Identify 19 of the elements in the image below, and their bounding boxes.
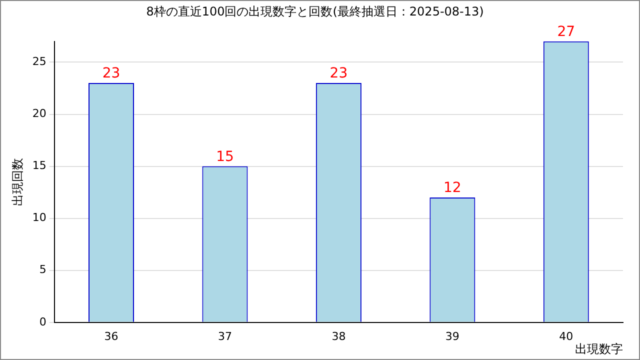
chart-title: 8枠の直近100回の出現数字と回数(最終抽選日：2025-08-13) — [146, 4, 484, 18]
x-tick-label: 40 — [559, 330, 574, 343]
y-tick-label: 20 — [32, 107, 46, 120]
y-tick-label: 0 — [39, 315, 46, 328]
y-axis-title: 出現回数 — [10, 158, 24, 206]
data-label: 23 — [330, 66, 348, 82]
data-label: 15 — [216, 148, 234, 165]
x-tick-label: 36 — [104, 330, 118, 343]
y-tick-label: 15 — [32, 159, 46, 172]
x-tick-label: 39 — [445, 330, 460, 343]
y-tick-label: 10 — [32, 211, 46, 224]
x-tick-label: 38 — [332, 330, 346, 343]
data-label: 27 — [557, 24, 576, 40]
y-tick-label: 25 — [32, 55, 46, 68]
x-axis-title: 出現数字 — [575, 342, 623, 356]
x-tick-label: 37 — [218, 330, 232, 343]
data-label: 12 — [444, 180, 462, 196]
y-tick-label: 5 — [39, 263, 46, 276]
data-label: 23 — [102, 66, 120, 82]
